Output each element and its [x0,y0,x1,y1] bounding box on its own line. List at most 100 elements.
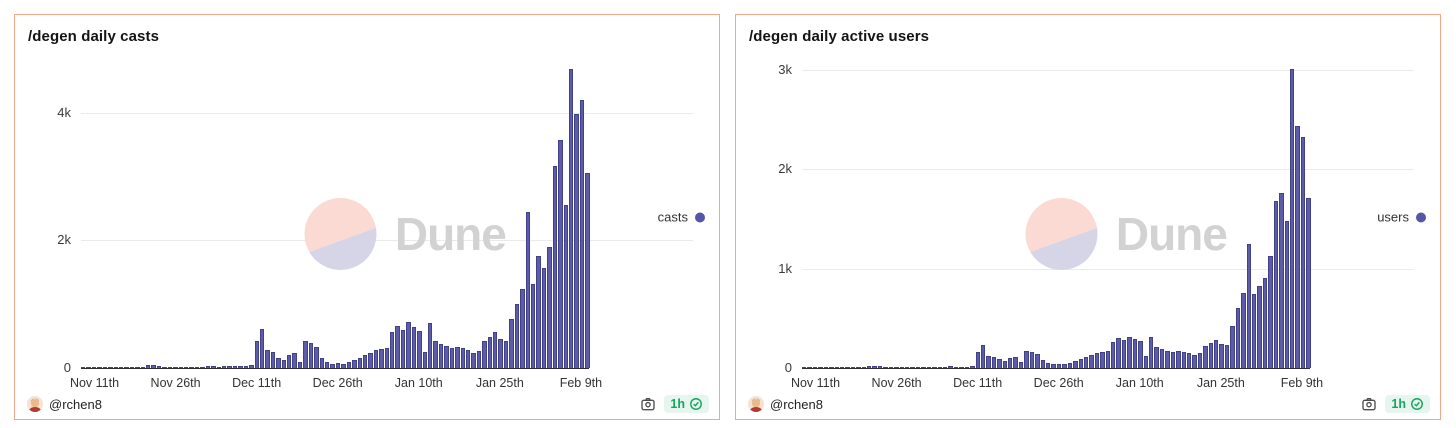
bar [926,366,932,368]
bar [1083,357,1089,368]
bar [531,284,536,368]
legend-label: casts [657,209,688,225]
bar-series: Nov 11th Nov 26th Dec 11th Dec 26th Jan 10th… [70,69,602,390]
bar [525,211,531,368]
bar [1138,341,1143,368]
bar [1246,244,1252,368]
bar [151,364,156,368]
footer-status: 1h [1361,395,1430,413]
bar [899,367,905,368]
bar [1295,126,1300,368]
bar [867,366,872,368]
bar [314,347,319,368]
author[interactable]: @rchen8 [27,396,102,412]
bar [270,352,276,368]
bar [568,69,574,368]
bar [487,337,493,368]
bar [97,367,102,368]
bar [1241,292,1246,368]
check-icon [690,398,702,410]
bar [574,113,579,368]
bar [1100,352,1105,368]
x-tick-label: Nov 11th [69,376,120,390]
y-axis-label: 0 [784,360,792,375]
bar [509,319,514,368]
plot-area: Nov 11th Nov 26th Dec 11th Dec 26th Jan 10th… [57,69,693,390]
refresh-time: 1h [1391,397,1406,411]
bar [829,367,834,368]
x-tick-label: Dec 26th [1033,376,1084,390]
bar [1279,192,1284,368]
chart-title: /degen daily active users [749,28,930,45]
bar [915,367,921,368]
bar [330,363,335,368]
bar [536,256,541,368]
bar [585,173,590,368]
bar [1165,351,1170,368]
bar [970,366,975,368]
bar [986,356,991,368]
legend-dot-icon [1416,212,1426,222]
y-axis-label: 2k [778,161,792,177]
bar [411,327,417,368]
bar [937,367,942,368]
y-axis-label: 3k [778,62,792,77]
bar [422,352,427,368]
bar [1127,337,1132,368]
bar [1062,364,1067,368]
bar [823,367,829,368]
bar [883,367,888,368]
bar [108,367,113,368]
bar [1257,285,1262,368]
embed-footer: @rchen8 1h [27,395,709,413]
bar [1284,221,1289,368]
y-axis-label: 4k [57,104,71,120]
bar [395,326,400,368]
camera-icon[interactable] [640,396,656,412]
bar [200,366,205,368]
bar [850,367,856,368]
username: @rchen8 [49,396,102,412]
gridline [802,268,1414,270]
bar [129,367,135,368]
bar [135,367,140,368]
bar [888,367,894,368]
x-tick-label: Dec 11th [232,376,282,390]
bar [1203,346,1208,368]
bar [1045,363,1051,368]
legend-item[interactable]: casts [658,210,705,225]
bar [91,366,97,368]
bar [319,357,324,368]
bar [227,365,232,368]
bar [373,350,379,368]
bar [303,341,308,368]
bar [547,246,552,368]
bar [834,367,839,368]
bar [205,366,211,368]
bar [1219,344,1224,368]
y-axis-label: 0 [63,360,71,375]
bar [211,366,216,368]
bar [959,366,964,368]
bar [156,365,162,368]
bar [1040,360,1045,368]
bar [124,367,129,368]
bar [232,366,238,368]
camera-icon[interactable] [1361,396,1377,412]
bar [1176,351,1181,368]
dune-embed-card-users: /degen daily active users Nov 11th Nov 26… [735,14,1441,420]
bar [243,366,249,368]
bar [503,341,509,368]
bar [1268,256,1273,368]
bar [1018,362,1024,368]
legend-item[interactable]: users [1377,210,1426,225]
refresh-badge: 1h [664,395,709,413]
bar [194,367,200,368]
bar [113,367,118,368]
author[interactable]: @rchen8 [748,396,823,412]
bar [953,366,959,368]
bar [980,345,986,368]
bar [189,367,194,368]
bar [1170,352,1176,368]
bar [308,343,314,368]
